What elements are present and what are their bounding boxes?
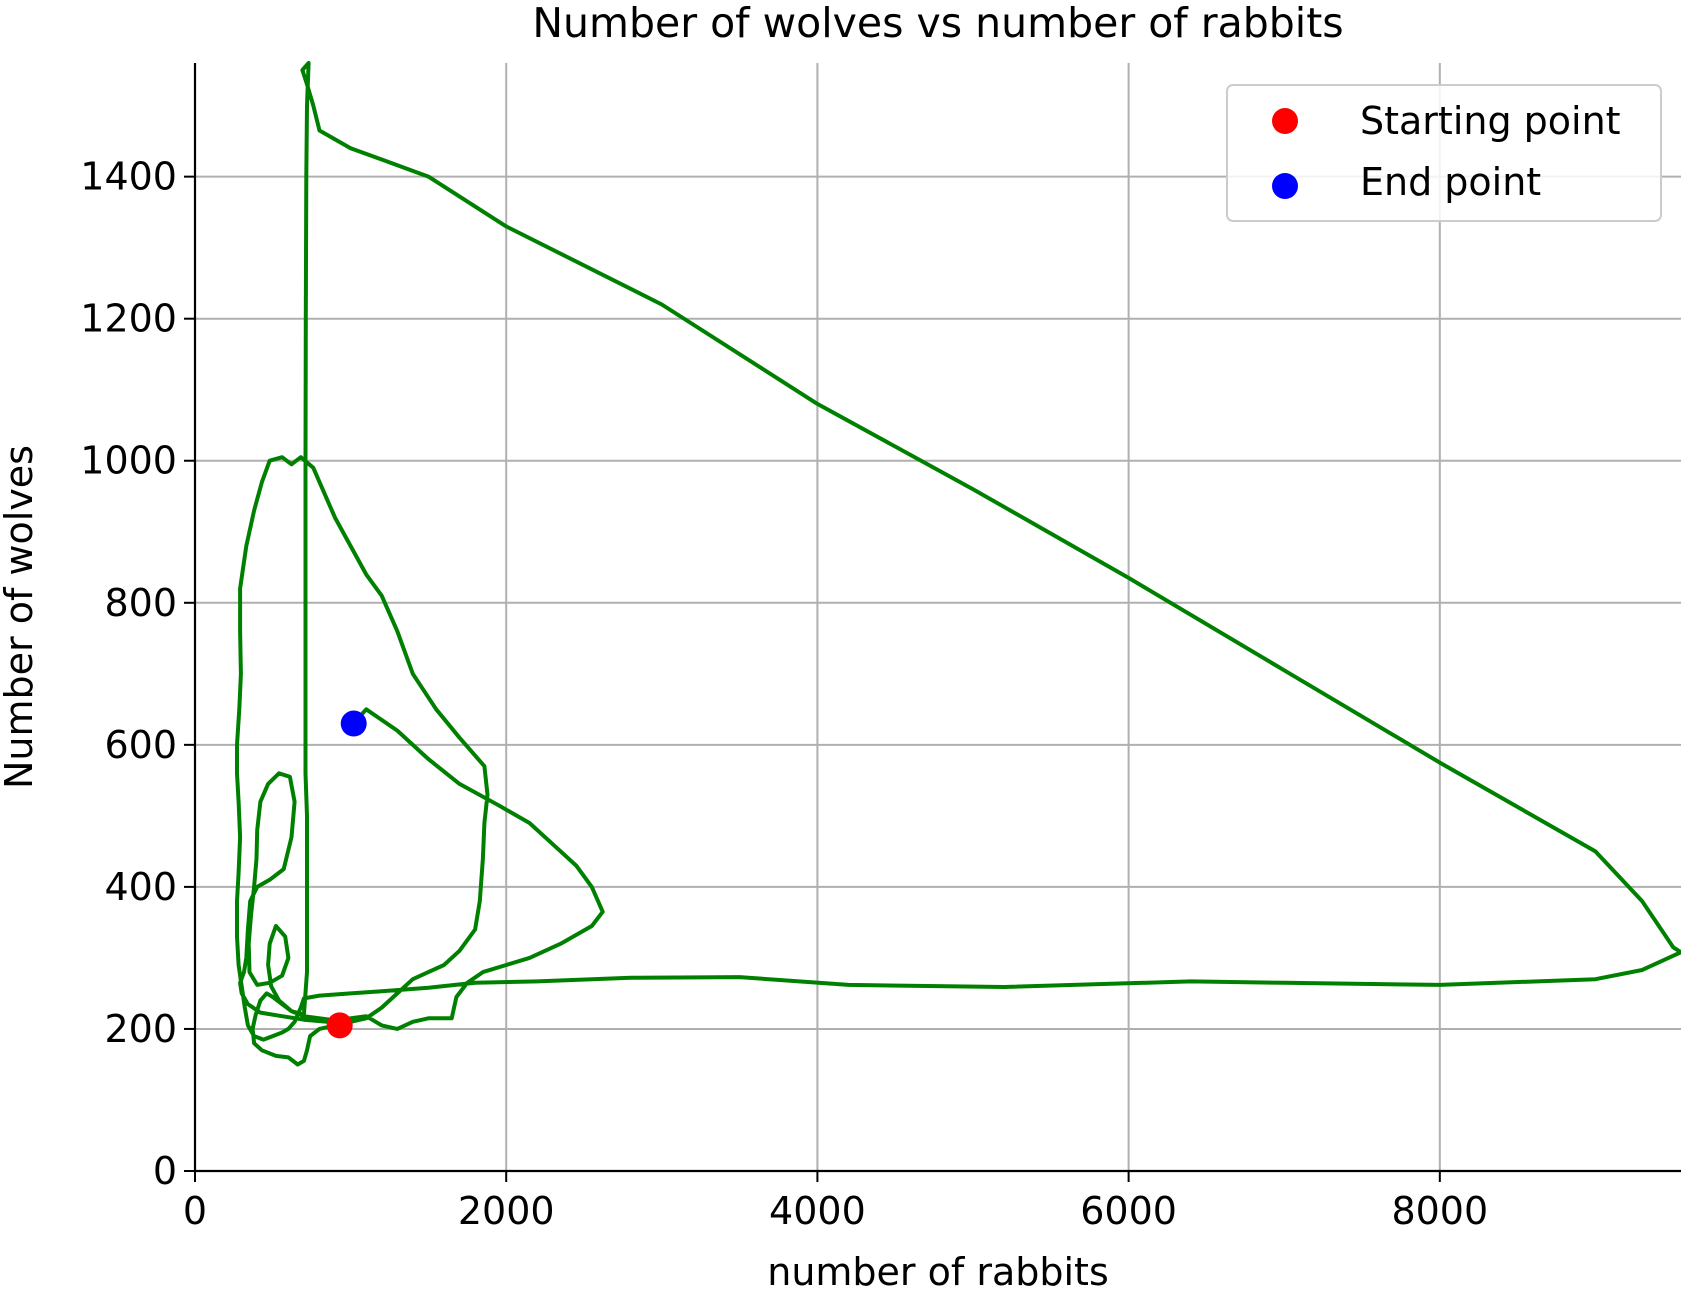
legend: Starting point End point bbox=[1226, 84, 1662, 222]
axes-frame bbox=[193, 63, 1681, 1173]
legend-end-point-label: End point bbox=[1360, 160, 1541, 204]
y-tick-label: 0 bbox=[153, 1149, 177, 1193]
trajectory-line bbox=[235, 61, 1681, 1067]
y-tick-label: 200 bbox=[104, 1007, 177, 1051]
y-tick-label: 400 bbox=[104, 865, 177, 909]
trajectory-layer bbox=[235, 61, 1681, 1067]
x-axis-label: number of rabbits bbox=[767, 1250, 1109, 1294]
x-tick-label: 6000 bbox=[1080, 1189, 1177, 1233]
legend-starting-point-swatch bbox=[1272, 108, 1298, 134]
marker-layer bbox=[326, 710, 367, 1039]
x-tick-label: 8000 bbox=[1391, 1189, 1488, 1233]
y-tick-label: 1000 bbox=[80, 439, 177, 483]
ticks: 0 2000 4000 6000 8000 0 200 400 600 800 1000 1200 14… bbox=[80, 155, 1488, 1233]
chart-title: Number of wolves vs number of rabbits bbox=[532, 0, 1343, 47]
x-tick-label: 0 bbox=[183, 1189, 207, 1233]
legend-box bbox=[1226, 84, 1662, 222]
y-tick-label: 800 bbox=[104, 581, 177, 625]
x-tick-label: 4000 bbox=[769, 1189, 866, 1233]
y-tick-label: 600 bbox=[104, 723, 177, 767]
end-point-marker bbox=[340, 710, 367, 737]
y-tick-label: 1200 bbox=[80, 297, 177, 341]
y-axis-label: Number of wolves bbox=[0, 445, 41, 789]
legend-end-point-swatch bbox=[1272, 173, 1298, 199]
x-tick-label: 2000 bbox=[458, 1189, 555, 1233]
y-tick-label: 1400 bbox=[80, 155, 177, 199]
starting-point-marker bbox=[326, 1012, 353, 1039]
legend-starting-point-label: Starting point bbox=[1360, 99, 1621, 143]
